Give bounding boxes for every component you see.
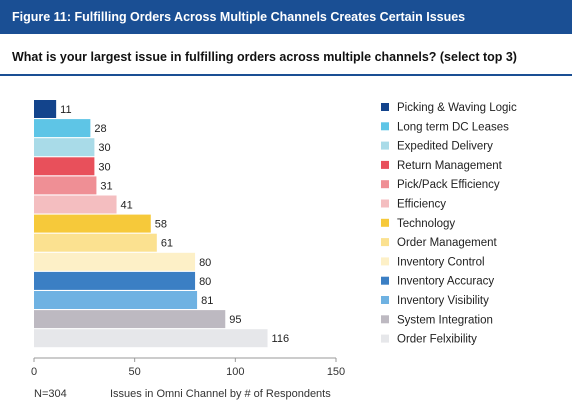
bar-picking-waving-logic (34, 100, 57, 118)
legend-label-pick-pack-efficiency: Pick/Pack Efficiency (397, 179, 500, 191)
legend-label-system-integration: System Integration (397, 314, 493, 326)
legend-swatch-system-integration (381, 315, 389, 324)
value-label-system-integration: 95 (229, 314, 241, 326)
legend-swatch-picking-waving-logic (381, 103, 389, 111)
legend-label-return-management: Return Management (397, 160, 503, 172)
bar-inventory-control (34, 252, 196, 271)
value-label-inventory-control: 80 (199, 257, 211, 269)
value-label-technology: 58 (155, 219, 167, 231)
bar-order-management (34, 233, 157, 252)
value-label-long-term-dc-leases: 28 (94, 123, 106, 135)
bar-pick-pack-efficiency (34, 176, 97, 195)
bar-order-felxibility (34, 329, 268, 348)
legend-label-long-term-dc-leases: Long term DC Leases (397, 121, 509, 133)
x-tick-label-150: 150 (327, 366, 345, 378)
legend-swatch-order-felxibility (381, 334, 389, 343)
bar-technology (34, 214, 151, 233)
legend-label-picking-waving-logic: Picking & Waving Logic (397, 102, 517, 114)
x-axis-label: Issues in Omni Channel by # of Responden… (110, 388, 331, 400)
legend-swatch-expedited-delivery (381, 141, 389, 150)
legend-swatch-order-management (381, 238, 389, 247)
legend-swatch-technology (381, 218, 389, 227)
value-label-inventory-visibility: 81 (201, 295, 213, 307)
value-label-picking-waving-logic: 11 (60, 104, 71, 116)
bar-system-integration (34, 310, 226, 329)
x-tick-label-0: 0 (31, 366, 37, 378)
figure-title: Figure 11: Fulfilling Orders Across Mult… (0, 0, 572, 34)
legend-swatch-pick-pack-efficiency (381, 180, 389, 189)
value-label-expedited-delivery: 30 (98, 142, 110, 154)
legend-swatch-efficiency (381, 199, 389, 208)
value-label-order-felxibility: 116 (272, 333, 290, 345)
bar-inventory-accuracy (34, 271, 196, 290)
legend-swatch-inventory-visibility (381, 296, 389, 304)
legend-label-inventory-accuracy: Inventory Accuracy (397, 276, 494, 288)
bar-return-management (34, 157, 95, 176)
legend-label-efficiency: Efficiency (397, 199, 446, 211)
legend-label-expedited-delivery: Expedited Delivery (397, 141, 493, 153)
legend-label-inventory-visibility: Inventory Visibility (397, 295, 489, 307)
value-label-inventory-accuracy: 80 (199, 276, 211, 288)
legend: Picking & Waving Logic Long term DC Lease… (381, 102, 517, 346)
survey-question: What is your largest issue in fulfilling… (12, 50, 517, 64)
x-tick-label-100: 100 (226, 366, 244, 378)
legend-label-order-felxibility: Order Felxibility (397, 334, 477, 346)
chart-frame (0, 74, 572, 416)
legend-swatch-inventory-control (381, 257, 389, 266)
bar-inventory-visibility (34, 291, 198, 309)
legend-swatch-long-term-dc-leases (381, 122, 389, 131)
value-label-order-management: 61 (161, 238, 173, 250)
value-label-efficiency: 41 (121, 200, 133, 212)
bar-group (34, 100, 268, 348)
value-label-return-management: 30 (98, 161, 110, 173)
bar-expedited-delivery (34, 138, 95, 157)
value-label-pick-pack-efficiency: 31 (100, 180, 112, 192)
legend-label-technology: Technology (397, 218, 455, 230)
value-label-group: 11 28 30 30 31 41 58 61 80 80 81 95 116 (60, 104, 289, 345)
sample-size-note: N=304 (34, 388, 67, 400)
legend-swatch-inventory-accuracy (381, 276, 389, 285)
legend-label-inventory-control: Inventory Control (397, 256, 485, 268)
legend-label-order-management: Order Management (397, 237, 498, 249)
bar-efficiency (34, 195, 117, 214)
bar-long-term-dc-leases (34, 119, 91, 138)
legend-swatch-return-management (381, 160, 389, 169)
x-tick-group: 0 50 100 150 (31, 358, 345, 378)
x-tick-label-50: 50 (129, 366, 141, 378)
